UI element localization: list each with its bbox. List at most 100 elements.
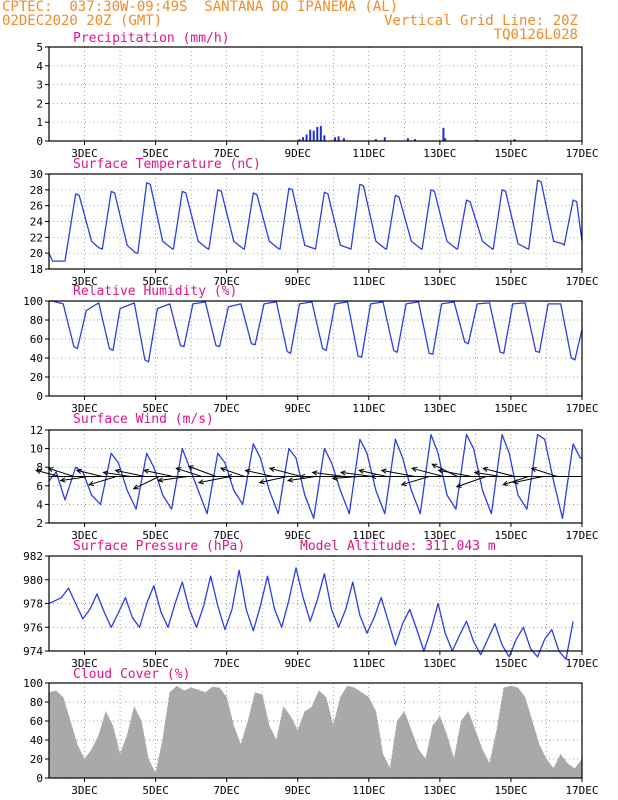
cloud-bar: [370, 701, 372, 778]
cloud-bar: [314, 700, 316, 778]
cloud-bar: [101, 723, 103, 778]
cloud-bar: [513, 686, 515, 778]
cloud-bar: [176, 685, 178, 778]
cloud-bar: [452, 756, 454, 778]
cloud-bar: [54, 690, 56, 778]
cloud-bar: [532, 723, 534, 778]
cloud-bar: [49, 692, 51, 778]
cloud-bar: [215, 687, 217, 778]
cloud-bar: [265, 713, 267, 778]
cloud-bar: [205, 691, 207, 778]
cloud-bar: [63, 699, 65, 778]
cloud-bar: [488, 762, 490, 778]
cloud-bar: [322, 693, 324, 778]
cloud-bar: [50, 691, 52, 778]
cloud-bar: [513, 686, 515, 778]
cloud-bar: [164, 725, 166, 778]
cloud-bar: [566, 762, 568, 778]
cloud-bar: [171, 690, 173, 778]
cloud-bar: [393, 744, 395, 778]
cloud-bar: [574, 768, 576, 778]
cloud-bar: [485, 756, 487, 778]
cloud-bar: [274, 737, 276, 778]
cloud-bar: [414, 740, 416, 778]
cloud-bar: [389, 768, 391, 778]
cloud-bar: [123, 744, 125, 778]
cloud-bar: [123, 742, 125, 778]
cloud-bar: [298, 726, 300, 778]
panel-frame: [48, 46, 583, 142]
precip-bar: [305, 134, 308, 141]
cloud-bar: [105, 712, 108, 778]
cloud-bar: [146, 751, 148, 778]
wind-arrow-head: [88, 480, 95, 486]
cloud-bar: [255, 692, 258, 778]
cloud-bar: [578, 762, 580, 778]
x-tick-label: 15DEC: [494, 529, 527, 542]
cloud-bar: [507, 686, 509, 778]
cloud-bar: [66, 709, 68, 778]
cloud-bar: [220, 689, 222, 778]
cloud-bar: [253, 698, 255, 778]
cloud-bar: [410, 728, 412, 778]
cloud-bar: [344, 690, 346, 778]
cloud-bar: [469, 715, 471, 778]
wind-arrow-head: [287, 477, 294, 483]
wind-arrow-head: [157, 477, 164, 483]
cloud-bar: [100, 728, 102, 778]
cloud-bar: [411, 732, 413, 778]
cloud-bar: [124, 740, 126, 778]
cloud-bar: [316, 695, 318, 778]
cloud-bar: [446, 735, 448, 778]
cloud-bar: [427, 745, 429, 778]
cloud-bar: [454, 755, 456, 778]
cloud-bar: [482, 750, 484, 778]
cloud-bar: [408, 724, 410, 778]
cloud-bar: [460, 721, 462, 778]
precip-bar: [309, 129, 312, 141]
cloud-bar: [467, 711, 469, 778]
cloud-bar: [367, 696, 369, 778]
cloud-bar: [497, 721, 499, 778]
cloud-bar: [169, 692, 171, 778]
wind-arrow-head: [75, 468, 82, 474]
cloud-bar: [308, 708, 310, 778]
cloud-bar: [198, 689, 200, 778]
cloud-bar: [453, 759, 455, 778]
cloud-bar: [499, 709, 501, 778]
cloud-bar: [449, 747, 452, 778]
cloud-bar: [463, 717, 465, 778]
cloud-bar: [550, 764, 552, 778]
wind-arrow: [288, 476, 316, 482]
wind-arrow: [176, 467, 202, 477]
cloud-bar: [225, 696, 227, 778]
wind-arrow-head: [437, 468, 444, 474]
cloud-bar: [368, 698, 371, 778]
cloud-bar: [183, 690, 185, 778]
cloud-bar: [359, 691, 361, 778]
cloud-bar: [240, 744, 242, 778]
cloud-bar: [456, 743, 458, 778]
cloud-bar: [552, 768, 555, 778]
wind-arrow: [220, 467, 245, 477]
cloud-bar: [241, 740, 243, 778]
precip-bar: [383, 137, 386, 141]
cloud-bar: [52, 691, 54, 778]
cloud-bar: [125, 739, 127, 778]
cloud-bar: [293, 723, 295, 778]
cloud-bar: [64, 704, 66, 778]
cloud-bar: [247, 721, 249, 778]
cloud-bar: [479, 743, 481, 778]
cloud-bar: [186, 689, 188, 778]
cloud-bar: [339, 700, 341, 778]
cloud-bar: [388, 765, 390, 778]
cloud-bar: [137, 715, 140, 778]
cloud-bar: [527, 706, 529, 778]
cloud-bar: [569, 765, 571, 778]
cloud-bar: [519, 690, 521, 778]
cloud-bar: [150, 764, 152, 778]
cloud-bar: [302, 717, 304, 778]
cloud-bar: [227, 702, 229, 778]
header-model-id: TQ0126L028: [493, 27, 578, 43]
cloud-bar: [505, 687, 507, 778]
